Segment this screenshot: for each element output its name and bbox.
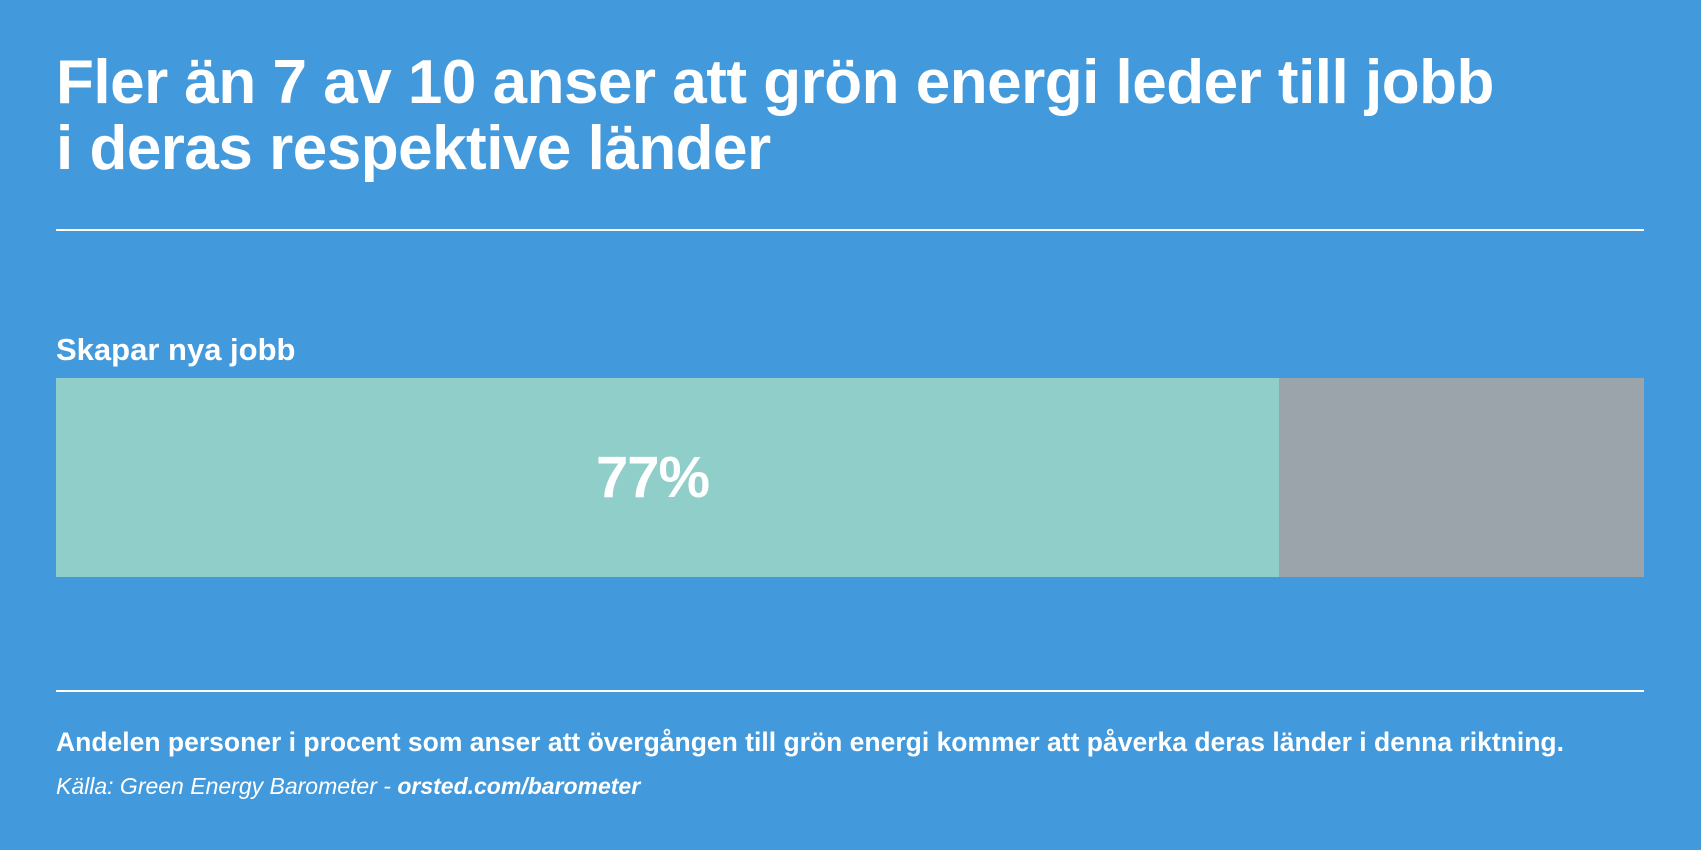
- data-label: 77%: [595, 445, 710, 510]
- bar-segment-remainder: [1279, 378, 1644, 577]
- source-line: Källa: Green Energy Barometer - orsted.c…: [56, 770, 640, 802]
- bar-segment-agree: [56, 378, 1279, 577]
- top-divider: [56, 229, 1644, 231]
- footnote: Andelen personer i procent som anser att…: [56, 727, 1564, 757]
- chart-title: Fler än 7 av 10 anser att grön energi le…: [56, 50, 1656, 182]
- bottom-divider: [56, 690, 1644, 692]
- chart-title-line-2: i deras respektive länder: [56, 114, 771, 183]
- chart-title-line-1: Fler än 7 av 10 anser att grön energi le…: [56, 48, 1494, 117]
- source-link[interactable]: orsted.com/barometer: [397, 773, 641, 799]
- category-label: Skapar nya jobb: [56, 332, 296, 367]
- source-prefix: Källa: Green Energy Barometer -: [56, 773, 398, 799]
- stacked-bar: 77%: [56, 378, 1644, 577]
